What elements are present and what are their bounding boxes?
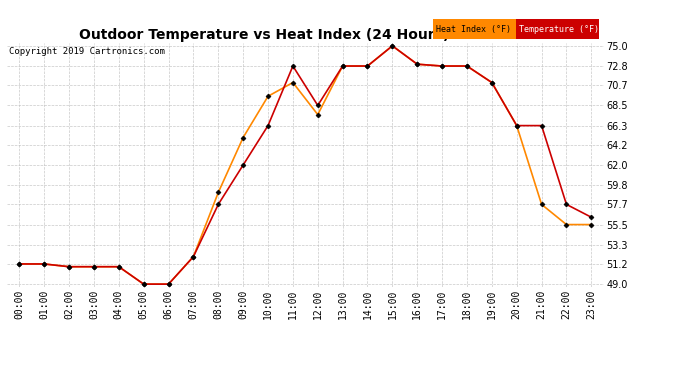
Title: Outdoor Temperature vs Heat Index (24 Hours) 20190505: Outdoor Temperature vs Heat Index (24 Ho… — [79, 28, 531, 42]
Text: Heat Index (°F): Heat Index (°F) — [436, 25, 511, 34]
Text: Temperature (°F): Temperature (°F) — [519, 25, 599, 34]
Text: Copyright 2019 Cartronics.com: Copyright 2019 Cartronics.com — [9, 47, 165, 56]
